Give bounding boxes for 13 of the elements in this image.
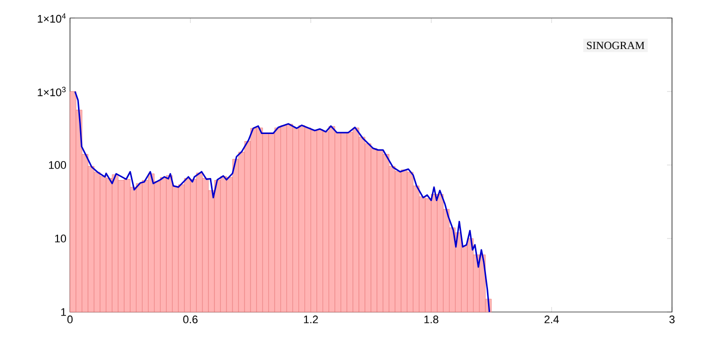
- x-tick-label: 3: [669, 316, 675, 324]
- x-tick-label: 0.6: [183, 316, 198, 324]
- line-series: [74, 90, 490, 313]
- y-tick-label: 1×10$^{4}$: [38, 13, 66, 23]
- annotation: SINOGRAM: [587, 42, 644, 50]
- x-tick-label: 1.8: [424, 316, 438, 324]
- y-tick-label: 1×10$^{3}$: [38, 86, 66, 96]
- y-tick-label: 10: [55, 234, 66, 242]
- x-tick-label: 0: [67, 316, 73, 324]
- y-tick-label: 1: [61, 308, 66, 316]
- x-tick-label: 1.2: [304, 316, 318, 324]
- x-tick-label: 2.4: [544, 316, 559, 324]
- y-tick-label: 100: [49, 161, 66, 169]
